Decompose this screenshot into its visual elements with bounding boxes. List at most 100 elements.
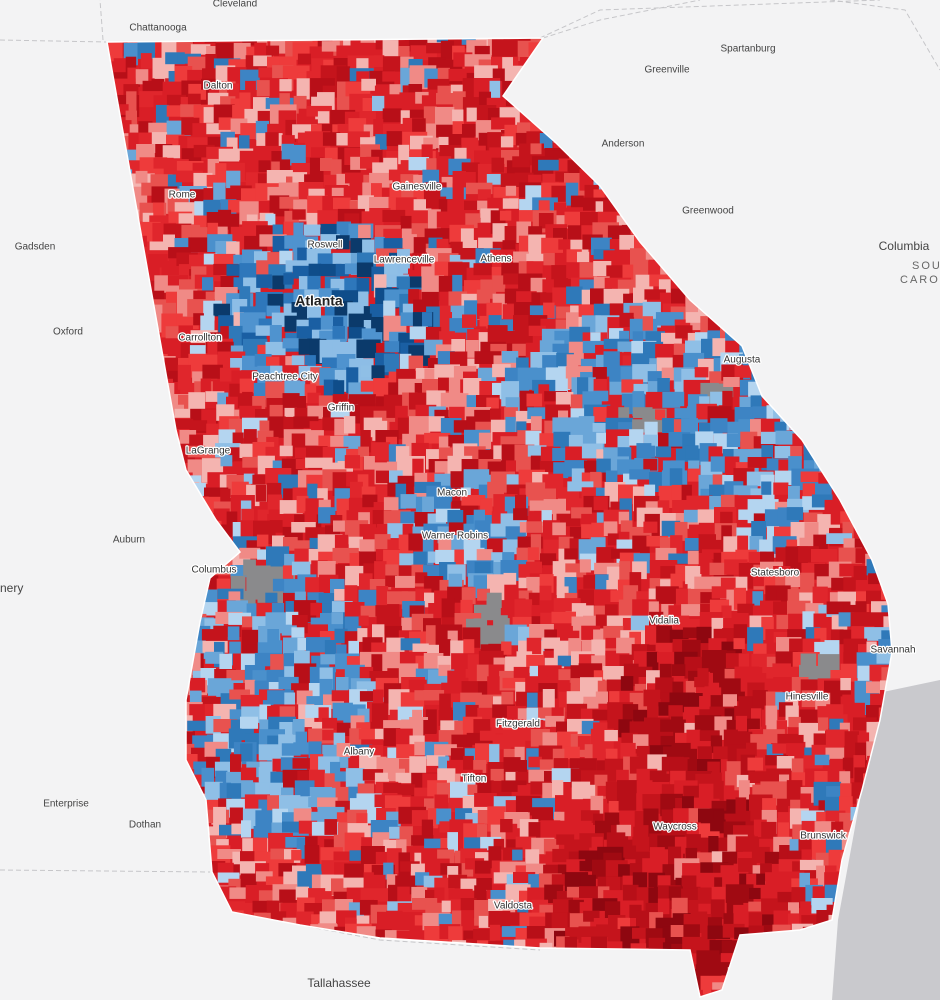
precinct bbox=[593, 390, 609, 402]
precinct bbox=[603, 338, 630, 349]
precinct bbox=[226, 511, 238, 535]
precinct bbox=[281, 135, 295, 147]
precinct bbox=[415, 404, 437, 417]
precinct bbox=[605, 637, 620, 649]
precinct bbox=[772, 743, 798, 754]
precinct bbox=[285, 119, 297, 142]
precinct bbox=[205, 391, 225, 402]
precinct bbox=[577, 377, 589, 395]
precinct bbox=[747, 757, 764, 771]
precinct bbox=[334, 628, 348, 644]
precinct bbox=[726, 409, 737, 422]
place-label: Chattanooga bbox=[129, 23, 187, 34]
precinct bbox=[383, 228, 410, 240]
precinct bbox=[501, 262, 524, 277]
precinct bbox=[543, 302, 555, 319]
precinct bbox=[479, 730, 496, 741]
precinct bbox=[655, 409, 666, 421]
precinct bbox=[489, 744, 500, 768]
precinct bbox=[620, 520, 633, 532]
precinct bbox=[539, 433, 557, 447]
precinct bbox=[395, 772, 416, 784]
precinct bbox=[542, 689, 555, 708]
precinct bbox=[344, 863, 366, 880]
precinct bbox=[426, 42, 447, 54]
precinct bbox=[291, 355, 305, 366]
precinct bbox=[440, 40, 455, 60]
precinct bbox=[324, 640, 336, 660]
precinct bbox=[647, 371, 670, 382]
precinct bbox=[358, 615, 369, 626]
precinct bbox=[452, 109, 464, 131]
precinct bbox=[620, 676, 634, 692]
precinct bbox=[542, 173, 559, 186]
precinct bbox=[371, 442, 391, 461]
precinct bbox=[291, 561, 311, 576]
precinct bbox=[450, 471, 466, 488]
precinct bbox=[840, 678, 851, 691]
precinct bbox=[359, 691, 378, 702]
precinct bbox=[135, 69, 149, 85]
precinct bbox=[127, 67, 140, 82]
precinct bbox=[205, 651, 224, 664]
precinct bbox=[243, 559, 256, 576]
place-label: Columbus bbox=[191, 565, 236, 576]
precinct bbox=[317, 210, 338, 225]
precinct bbox=[360, 156, 380, 169]
precinct bbox=[555, 392, 574, 407]
precinct bbox=[840, 696, 855, 708]
precinct bbox=[597, 785, 609, 797]
precinct bbox=[477, 824, 488, 839]
precinct bbox=[189, 690, 202, 705]
precinct bbox=[530, 416, 542, 439]
precinct bbox=[426, 158, 440, 172]
precinct bbox=[317, 797, 338, 809]
precinct bbox=[272, 224, 283, 240]
precinct bbox=[816, 576, 837, 588]
precinct bbox=[267, 293, 286, 307]
precinct bbox=[111, 104, 129, 115]
precinct bbox=[579, 559, 591, 573]
precinct bbox=[839, 771, 851, 795]
precinct bbox=[479, 315, 495, 327]
precinct bbox=[467, 358, 480, 369]
place-label: Rome bbox=[169, 190, 196, 201]
precinct bbox=[227, 626, 240, 641]
precinct bbox=[440, 312, 452, 334]
precinct bbox=[330, 159, 342, 182]
precinct bbox=[401, 617, 413, 631]
precinct bbox=[424, 432, 451, 444]
precinct bbox=[293, 222, 304, 240]
precinct bbox=[412, 709, 423, 725]
precinct bbox=[125, 110, 137, 129]
precinct bbox=[362, 239, 375, 253]
precinct bbox=[530, 143, 542, 155]
precinct bbox=[400, 56, 414, 68]
precinct bbox=[515, 494, 527, 520]
precinct bbox=[333, 197, 351, 210]
precinct bbox=[292, 719, 305, 735]
precinct bbox=[382, 56, 401, 72]
place-label: Atlanta bbox=[295, 293, 343, 309]
precinct bbox=[439, 291, 457, 302]
precinct bbox=[737, 603, 755, 616]
precinct bbox=[207, 158, 219, 179]
precinct bbox=[232, 522, 244, 539]
precinct bbox=[883, 616, 892, 632]
place-label: Savannah bbox=[870, 645, 915, 656]
precinct bbox=[538, 159, 565, 171]
precinct bbox=[685, 445, 699, 459]
precinct bbox=[610, 214, 621, 229]
precinct bbox=[423, 690, 445, 701]
precinct bbox=[721, 525, 732, 542]
precinct bbox=[592, 367, 607, 380]
precinct bbox=[383, 353, 400, 373]
precinct bbox=[317, 111, 330, 124]
precinct bbox=[618, 511, 630, 525]
precinct bbox=[232, 432, 244, 446]
precinct bbox=[279, 159, 291, 176]
precinct bbox=[477, 189, 491, 200]
precinct bbox=[501, 780, 527, 792]
precinct bbox=[239, 92, 251, 110]
precinct bbox=[630, 666, 653, 677]
